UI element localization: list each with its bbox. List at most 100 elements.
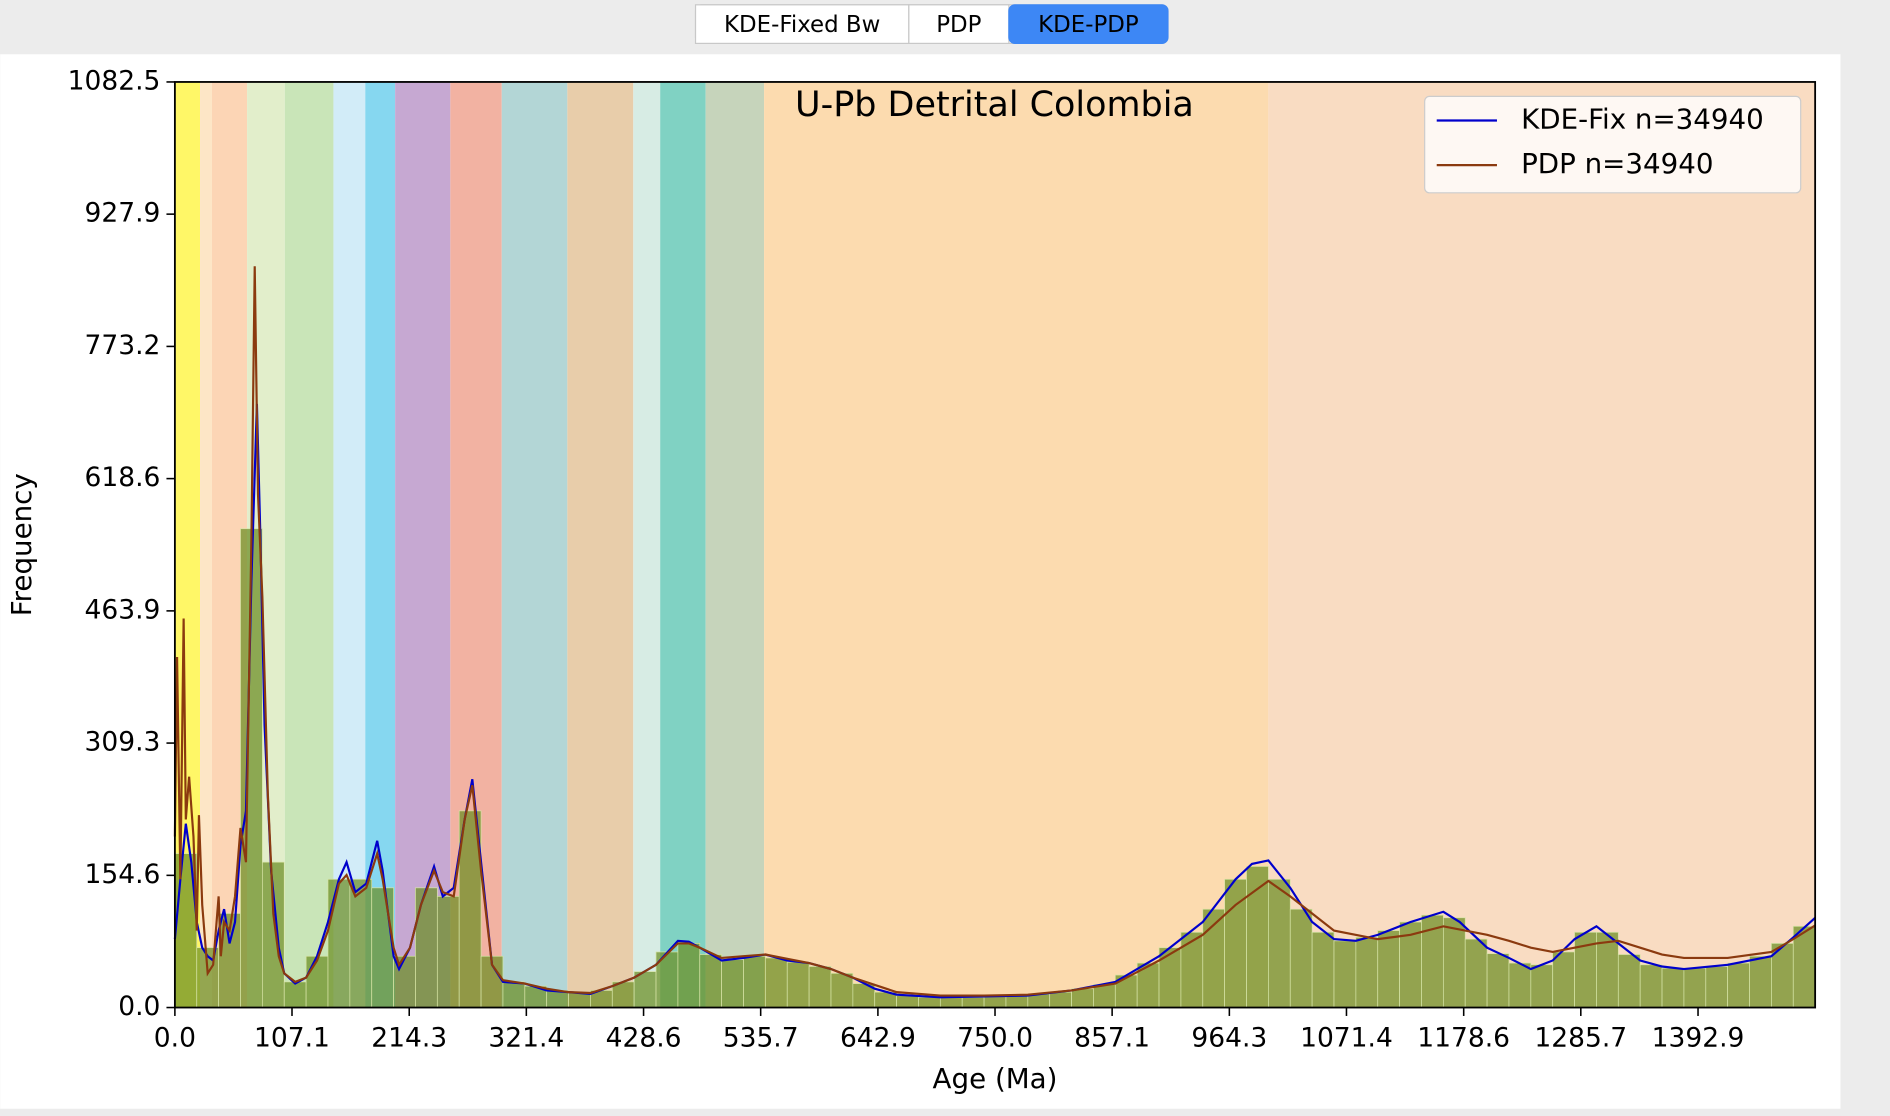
tab-label[interactable]: KDE-PDP [1038,12,1139,38]
histogram-bar [1246,866,1269,1008]
tab-bar: KDE-Fixed Bw PDP KDE-PDP [694,4,1169,44]
histogram-bar [502,981,526,1008]
legend-label: PDP n=34940 [1521,147,1713,180]
histogram-bar [1311,931,1335,1008]
histogram-bar [699,954,723,1008]
histogram-bar [371,887,394,1008]
x-axis-label: Age (Ma) [933,1062,1058,1095]
y-axis-label: Frequency [5,473,38,616]
histogram-bar [961,996,985,1008]
y-tick-label: 618.6 [85,462,161,493]
tab-label[interactable]: PDP [936,12,981,38]
period-band [764,81,1269,1008]
histogram-bar [349,878,373,1008]
legend: KDE-Fix n=34940 PDP n=34940 [1424,95,1802,194]
y-tick-label: 0.0 [118,991,160,1022]
histogram-bar [1442,917,1466,1008]
tab[interactable]: PDP [908,4,1010,44]
legend-label: KDE-Fix n=34940 [1521,103,1764,136]
histogram-bar [1158,947,1182,1008]
y-tick-label: 154.6 [85,859,161,890]
histogram-bar [415,887,438,1008]
histogram-bar [1268,878,1291,1008]
chart-title: U-Pb Detrital Colombia [795,85,1194,125]
x-tick-label: 964.3 [1191,1022,1267,1053]
y-tick-label: 1082.5 [68,65,161,96]
x-tick-label: 642.9 [840,1022,916,1053]
x-tick-label: 535.7 [723,1022,799,1053]
histogram-bar [1093,984,1116,1008]
histogram-bar [1333,940,1357,1008]
histogram-bar [1727,962,1750,1008]
period-band [501,81,568,1008]
histogram-bar [1071,988,1094,1008]
period-band [567,81,634,1008]
histogram-bar [1508,962,1532,1008]
period-band [1268,81,1816,1008]
histogram-bar [1552,951,1575,1008]
x-tick-label: 321.4 [488,1022,564,1053]
histogram-bar [436,896,460,1008]
histogram-bar [1486,953,1510,1008]
histogram-bar [918,996,941,1008]
histogram-bar [1639,964,1663,1008]
histogram-bar [1355,937,1379,1008]
histogram-bar [1464,938,1488,1008]
histogram-bar [1792,925,1816,1008]
legend-box [1424,95,1802,194]
histogram-bar [305,955,329,1008]
tab-label[interactable]: KDE-Fixed Bw [724,12,880,38]
x-tick-label: 1071.4 [1300,1022,1393,1053]
period-band [395,81,451,1008]
histogram-bar [1705,966,1729,1008]
histogram-bar [743,955,766,1008]
histogram-bar [1289,908,1313,1008]
tab[interactable]: KDE-PDP [1008,4,1169,44]
x-tick-label: 750.0 [957,1022,1033,1053]
x-tick-label: 214.3 [371,1022,447,1053]
tab-button[interactable] [1008,4,1169,44]
histogram-bar [1749,955,1772,1008]
histogram-bar [283,981,307,1008]
x-tick-label: 1392.9 [1652,1022,1745,1053]
period-band [660,81,706,1008]
histogram-bar [983,996,1007,1008]
histogram-bar [808,966,832,1008]
histogram-bar [1180,931,1204,1008]
x-tick-label: 0.0 [154,1022,196,1053]
histogram-bar [896,995,919,1008]
y-tick-label: 463.9 [85,594,161,625]
x-tick-label: 857.1 [1074,1022,1150,1053]
histogram-bar [939,996,963,1008]
period-band [705,81,765,1008]
tab[interactable]: KDE-Fixed Bw [694,4,910,44]
histogram-bar [1661,967,1685,1008]
period-band [633,81,661,1008]
histogram-bar [677,943,701,1008]
histogram-bar [1617,954,1641,1008]
histogram-bar [1049,991,1072,1008]
histogram-bar [327,878,351,1008]
histogram-bar [1377,930,1400,1008]
histogram-bar [633,971,657,1008]
y-tick-label: 309.3 [85,727,161,758]
x-tick-label: 428.6 [606,1022,682,1053]
x-tick-label: 1178.6 [1417,1022,1510,1053]
histogram-bar [1005,995,1029,1008]
histogram-bar [721,959,744,1008]
period-band [333,81,366,1008]
histogram-bar [1530,964,1554,1008]
period-band [284,81,334,1008]
x-tick-label: 107.1 [254,1022,330,1053]
y-tick-label: 773.2 [85,330,161,361]
density-line [173,266,1816,997]
chart: 0.0 154.6 309.3 463.9 618.6 773.2 927.9 1082.5 0… [5,65,1817,1095]
histogram-bar [546,990,569,1008]
histogram-bar [765,957,788,1008]
histogram-bar [830,972,854,1008]
histogram-bar [568,992,591,1008]
y-tick-label: 927.9 [85,198,161,229]
tab-button[interactable] [908,4,1010,44]
